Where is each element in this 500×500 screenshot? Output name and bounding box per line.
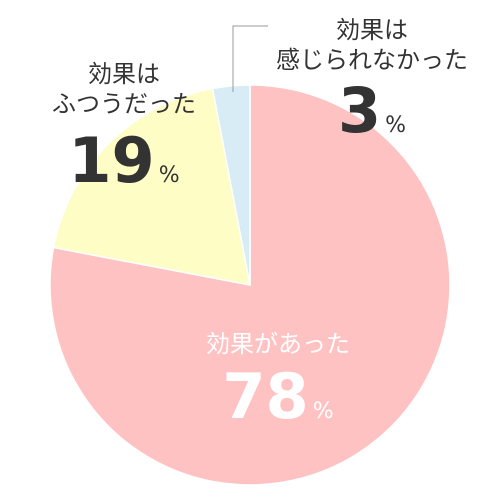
slice-value-unit-0: %	[313, 399, 334, 424]
slice-value-number-0: 78	[222, 360, 308, 433]
leader-line	[232, 25, 268, 92]
slice-label-1-line-0: 効果は	[88, 60, 160, 88]
slice-label-1-line-1: ふつうだった	[52, 90, 196, 118]
slice-label-2-line-1: 感じられなかった	[276, 46, 468, 74]
slice-value-unit-1: %	[159, 163, 180, 188]
pie-slice-1	[52, 87, 251, 286]
slice-value-number-1: 19	[68, 124, 154, 197]
slice-value-unit-2: %	[385, 113, 406, 138]
slice-label-0-line-0: 効果があった	[206, 330, 350, 358]
slice-value-2: 3%	[338, 74, 406, 147]
slice-value-0: 78%	[222, 360, 333, 433]
pie-slice-2	[211, 84, 251, 286]
slice-value-1: 19%	[68, 124, 179, 197]
slice-value-number-2: 3	[338, 74, 381, 147]
slice-label-2-line-0: 効果は	[336, 16, 408, 44]
